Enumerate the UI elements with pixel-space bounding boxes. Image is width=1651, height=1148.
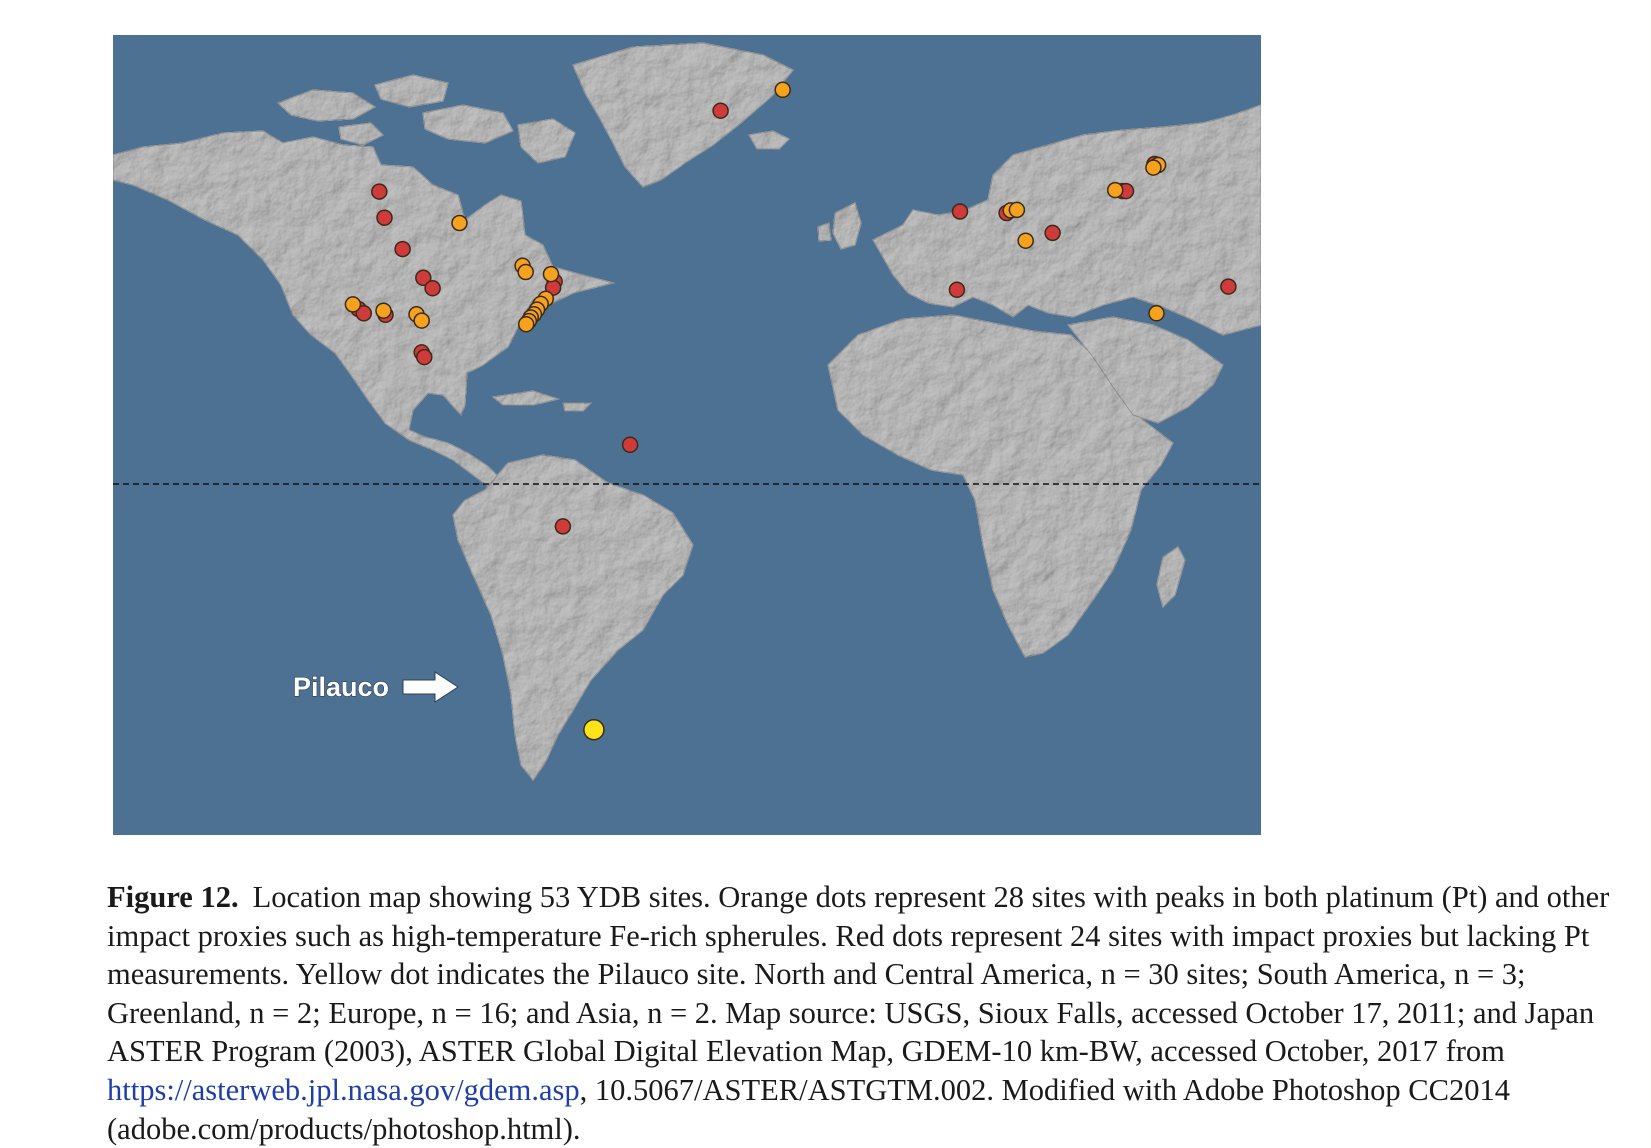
arabia-landmass (1067, 316, 1224, 424)
site-marker-red (948, 281, 966, 299)
site-marker-orange (451, 214, 468, 232)
gdem-link[interactable]: https://asterweb.jpl.nasa.gov/gdem.asp (107, 1072, 580, 1107)
site-marker-orange (517, 315, 535, 333)
greenland-landmass (572, 42, 794, 188)
world-map: Pilauco (113, 35, 1261, 835)
british-isles (832, 202, 862, 250)
site-marker-orange (1017, 232, 1034, 249)
site-marker-orange (1145, 159, 1162, 176)
figure-caption: Figure 12. Location map showing 53 YDB si… (107, 878, 1637, 1148)
site-marker-red (415, 269, 432, 287)
south-america-landmass (452, 454, 694, 781)
site-marker-orange (413, 312, 430, 329)
site-marker-red (1044, 224, 1061, 242)
british-isles (817, 222, 832, 242)
site-marker-red (1220, 278, 1237, 295)
site-marker-red (554, 518, 572, 535)
site-marker-red (951, 203, 969, 220)
site-marker-red (621, 436, 639, 454)
pilauco-label: Pilauco (293, 672, 389, 702)
arctic-archipelago (517, 118, 576, 164)
site-marker-orange (517, 263, 534, 281)
caption-text: Location map showing 53 YDB sites. Orang… (107, 880, 1610, 1069)
site-marker-red (394, 240, 411, 258)
site-marker-orange (375, 302, 392, 319)
site-marker-orange (1106, 181, 1124, 199)
site-marker-red (712, 102, 729, 119)
iceland-landmass (748, 130, 790, 150)
site-marker-orange (774, 81, 791, 99)
pilauco-callout: Pilauco (292, 671, 459, 703)
site-marker-orange (1148, 305, 1165, 322)
arctic-archipelago (374, 74, 449, 108)
site-marker-orange (344, 296, 362, 313)
figure-label: Figure 12. (107, 880, 239, 914)
arctic-archipelago (338, 122, 384, 146)
arctic-archipelago (422, 104, 514, 144)
africa-landmass (827, 314, 1174, 658)
site-marker-orange (1008, 201, 1026, 219)
caribbean-islands (491, 390, 560, 406)
site-marker-red (376, 209, 393, 226)
site-marker-pilauco (583, 718, 605, 741)
arctic-archipelago (277, 89, 376, 122)
site-marker-red (371, 183, 388, 200)
caribbean-islands (562, 402, 593, 412)
site-marker-red (416, 348, 433, 366)
site-marker-red (355, 305, 373, 322)
site-marker-orange (542, 265, 560, 283)
sites-layer (344, 81, 1237, 741)
site-marker-red (424, 279, 441, 297)
pilauco-arrow-icon (402, 671, 459, 703)
caption-text-end: , 10.5067/ASTER/ASTGTM.002. Modified wit… (107, 1072, 1510, 1146)
madagascar-landmass (1156, 546, 1186, 608)
